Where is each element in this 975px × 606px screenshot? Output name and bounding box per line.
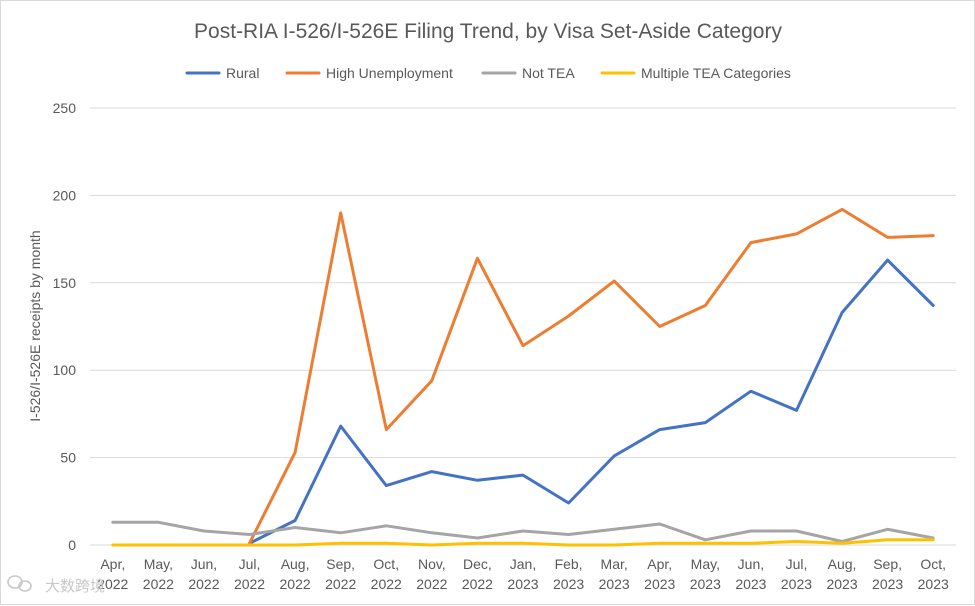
x-tick-year: 2023 xyxy=(872,576,903,592)
x-tick-year: 2022 xyxy=(188,576,219,592)
x-tick-month: May, xyxy=(691,556,720,572)
gridlines xyxy=(90,107,956,546)
watermark: 大数跨境 xyxy=(7,575,105,595)
x-tick-year: 2022 xyxy=(416,576,447,592)
y-tick-label: 0 xyxy=(68,537,76,553)
y-tick-label: 150 xyxy=(53,275,77,291)
watermark-text: 大数跨境 xyxy=(45,577,105,595)
x-tick-label: Jul, 2023 xyxy=(781,556,812,592)
x-tick-month: Apr, xyxy=(647,556,672,572)
x-tick-label: Feb, 2023 xyxy=(553,556,584,592)
y-tick-label: 50 xyxy=(60,450,76,466)
legend-label-rural: Rural xyxy=(226,65,259,81)
x-tick-month: Aug, xyxy=(828,556,857,572)
x-tick-label: Oct, 2022 xyxy=(371,556,402,592)
y-axis-label: I-526/I-526E receipts by month xyxy=(27,230,43,421)
y-tick-label: 200 xyxy=(53,187,77,203)
x-tick-label: Jun, 2022 xyxy=(188,556,219,592)
x-tick-label: Jul, 2022 xyxy=(234,556,265,592)
x-tick-month: Sep, xyxy=(873,556,902,572)
x-tick-month: Oct, xyxy=(920,556,946,572)
wechat-logo-icon xyxy=(7,575,32,592)
series-lines xyxy=(111,207,935,547)
x-tick-label: May, 2023 xyxy=(690,556,721,592)
x-tick-month: May, xyxy=(144,556,173,572)
x-tick-year: 2023 xyxy=(826,576,857,592)
x-tick-label: Dec, 2022 xyxy=(462,556,493,592)
series-line-multiple-tea-categories xyxy=(111,538,935,547)
x-tick-label: Jan, 2023 xyxy=(507,556,538,592)
legend: Rural High Unemployment Not TEA Multiple TE… xyxy=(185,65,791,81)
y-axis-ticks: 0 50 100 150 200 250 xyxy=(53,100,77,553)
x-tick-label: Aug, 2022 xyxy=(280,556,311,592)
x-tick-month: Oct, xyxy=(373,556,399,572)
x-tick-label: Sep, 2023 xyxy=(872,556,903,592)
x-tick-label: Apr, 2022 xyxy=(97,556,128,592)
x-tick-year: 2022 xyxy=(234,576,265,592)
x-tick-label: Sep, 2022 xyxy=(325,556,356,592)
x-tick-month: Jul, xyxy=(786,556,808,572)
x-tick-label: Jun, 2023 xyxy=(735,556,766,592)
x-axis-ticks: Apr, 2022 May, 2022 Jun, 2022 Jul, 2022 Aug, 2022… xyxy=(97,556,949,592)
x-tick-month: Feb, xyxy=(555,556,583,572)
x-tick-label: Oct, 2023 xyxy=(918,556,949,592)
x-tick-year: 2023 xyxy=(690,576,721,592)
x-tick-month: Jun, xyxy=(191,556,217,572)
x-tick-month: Jan, xyxy=(510,556,536,572)
x-tick-label: Apr, 2023 xyxy=(644,556,675,592)
x-tick-year: 2022 xyxy=(371,576,402,592)
x-tick-month: Mar, xyxy=(601,556,628,572)
x-tick-year: 2022 xyxy=(462,576,493,592)
series-line-not-tea xyxy=(111,520,935,543)
x-tick-month: Dec, xyxy=(463,556,492,572)
chart-title: Post-RIA I-526/I-526E Filing Trend, by V… xyxy=(194,20,782,43)
series-line-high-unemployment xyxy=(248,207,935,545)
x-tick-label: May, 2022 xyxy=(143,556,174,592)
y-tick-label: 100 xyxy=(53,362,77,378)
x-tick-year: 2022 xyxy=(97,576,128,592)
x-tick-year: 2023 xyxy=(918,576,949,592)
x-tick-year: 2023 xyxy=(735,576,766,592)
x-tick-year: 2022 xyxy=(280,576,311,592)
y-tick-label: 250 xyxy=(53,100,77,116)
x-tick-month: Aug, xyxy=(281,556,310,572)
legend-label-multiple-tea-categories: Multiple TEA Categories xyxy=(641,65,791,81)
x-tick-year: 2023 xyxy=(553,576,584,592)
series-line-rural xyxy=(248,258,935,545)
x-tick-label: Mar, 2023 xyxy=(599,556,630,592)
x-tick-year: 2022 xyxy=(143,576,174,592)
x-tick-month: Jul, xyxy=(239,556,261,572)
x-tick-year: 2023 xyxy=(781,576,812,592)
x-tick-month: Jun, xyxy=(738,556,764,572)
x-tick-year: 2023 xyxy=(644,576,675,592)
legend-label-high-unemployment: High Unemployment xyxy=(326,65,453,81)
x-tick-label: Aug, 2023 xyxy=(826,556,857,592)
x-tick-month: Nov, xyxy=(418,556,446,572)
x-tick-label: Nov, 2022 xyxy=(416,556,447,592)
x-tick-year: 2022 xyxy=(325,576,356,592)
legend-label-not-tea: Not TEA xyxy=(522,65,575,81)
x-tick-year: 2023 xyxy=(507,576,538,592)
x-tick-month: Sep, xyxy=(326,556,355,572)
x-tick-year: 2023 xyxy=(599,576,630,592)
x-tick-month: Apr, xyxy=(100,556,125,572)
